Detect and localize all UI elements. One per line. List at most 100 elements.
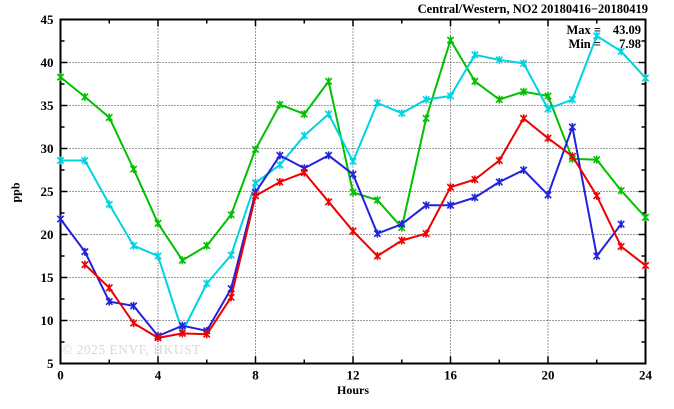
series-cyan-marker: [373, 98, 382, 107]
y-tick-label: 40: [41, 55, 54, 70]
series-blue-marker: [324, 151, 333, 160]
series-blue-marker: [422, 201, 430, 210]
series-red-marker: [397, 236, 406, 245]
series-cyan-marker: [641, 73, 650, 82]
series-cyan-marker: [276, 160, 284, 169]
series-cyan-marker: [227, 251, 235, 260]
series-green-marker: [227, 210, 235, 219]
series-red-marker: [129, 319, 138, 328]
series-cyan-marker: [519, 59, 528, 68]
x-tick-label: 8: [252, 368, 259, 383]
series-cyan-marker: [349, 157, 357, 166]
series-cyan-marker: [422, 95, 430, 104]
max-label: Max =: [566, 23, 601, 37]
series-red-marker: [568, 152, 577, 161]
series-green-marker: [105, 113, 114, 122]
series-green-marker: [300, 110, 309, 119]
series-cyan-marker: [129, 241, 138, 250]
series-cyan-marker: [446, 92, 455, 101]
series-blue-marker: [129, 301, 138, 310]
x-axis-label: Hours: [336, 383, 369, 397]
series-red-marker: [373, 252, 382, 260]
max-value: 43.09: [612, 23, 641, 37]
series-blue-line: [59, 126, 622, 337]
series-red-marker: [105, 283, 114, 292]
series-cyan-marker: [81, 156, 89, 165]
x-tick-label: 24: [639, 368, 653, 383]
series-green-marker: [251, 145, 260, 154]
series-cyan-marker: [617, 47, 625, 56]
series-red-marker: [349, 227, 357, 236]
series-blue-marker: [519, 166, 528, 174]
series-red-marker: [300, 168, 309, 177]
series-blue-marker: [81, 247, 89, 256]
series-red-marker: [519, 114, 528, 123]
series-red-marker: [81, 260, 89, 269]
x-tick-label: 4: [155, 368, 162, 383]
series-red-marker: [227, 293, 235, 302]
series-blue-marker: [56, 215, 65, 224]
series-cyan-marker: [202, 279, 211, 288]
series-blue-marker: [276, 151, 284, 160]
series-green-marker: [154, 219, 162, 228]
series-red-marker: [544, 134, 552, 143]
series-blue-marker: [495, 178, 504, 187]
y-tick-label: 5: [47, 356, 54, 371]
series-cyan-marker: [324, 110, 333, 119]
series-blue-marker: [617, 220, 625, 229]
series-cyan-marker: [495, 55, 504, 64]
series-green-marker: [373, 196, 382, 205]
series-cyan-marker: [105, 200, 114, 209]
series-cyan-marker: [56, 156, 65, 165]
series-green-marker: [544, 92, 552, 101]
y-tick-label: 10: [41, 313, 54, 328]
series-green-marker: [446, 36, 455, 45]
y-tick-label: 15: [41, 270, 55, 285]
series-green-marker: [202, 241, 211, 250]
series-green-marker: [81, 92, 89, 101]
series-blue-marker: [568, 123, 577, 131]
series-red-marker: [617, 242, 625, 251]
series-blue-marker: [105, 297, 114, 306]
series-green-marker: [617, 186, 625, 195]
series-green-marker: [422, 114, 430, 123]
series-cyan-marker: [592, 31, 601, 40]
series-red-marker: [446, 183, 455, 192]
max-min-annotation: Max = 43.09 Min = 7.98: [566, 23, 641, 51]
series-blue-marker: [471, 193, 479, 202]
series-cyan-marker: [544, 104, 552, 113]
y-tick-label: 45: [41, 12, 55, 27]
series-red-marker: [154, 333, 162, 342]
x-tick-label: 16: [444, 368, 458, 383]
series-blue-marker: [178, 321, 187, 330]
series-cyan-marker: [251, 178, 260, 187]
y-tick-label: 35: [41, 98, 55, 113]
min-label: Min =: [568, 37, 601, 51]
series-green-marker: [324, 77, 333, 86]
max-row: Max = 43.09: [566, 23, 641, 37]
series-blue-marker: [544, 190, 552, 199]
series-red-marker: [202, 330, 211, 339]
min-value: 7.98: [619, 37, 641, 51]
series-green-marker: [495, 95, 504, 104]
series-green-marker: [178, 256, 187, 265]
x-tick-label: 20: [542, 368, 555, 383]
y-tick-label: 30: [41, 141, 54, 156]
series-cyan-marker: [154, 252, 162, 260]
y-tick-label: 25: [41, 184, 55, 199]
series-blue-marker: [446, 201, 455, 210]
series-red-marker: [422, 229, 430, 238]
series-green-marker: [592, 155, 601, 164]
series-cyan-marker: [471, 50, 479, 59]
y-axis-label: ppb: [8, 182, 23, 203]
series-red-marker: [592, 191, 601, 200]
series-green-marker: [129, 165, 138, 174]
y-tick-label: 20: [41, 227, 54, 242]
x-tick-label: 0: [57, 368, 64, 383]
series-red-marker: [251, 191, 260, 200]
series-red-line: [84, 117, 647, 339]
plot-border: [59, 18, 647, 365]
series-green-marker: [471, 77, 479, 86]
